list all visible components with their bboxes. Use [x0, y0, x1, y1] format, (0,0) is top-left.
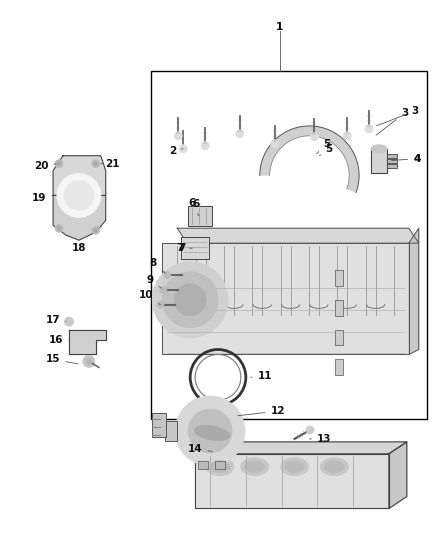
- Text: 6: 6: [188, 198, 199, 216]
- Bar: [335, 300, 343, 316]
- Text: 15: 15: [46, 354, 78, 365]
- Text: 3: 3: [377, 106, 418, 126]
- Text: 10: 10: [139, 290, 160, 305]
- Text: 7: 7: [177, 243, 192, 253]
- Text: 11: 11: [251, 372, 272, 381]
- Circle shape: [92, 160, 100, 168]
- Polygon shape: [53, 156, 106, 196]
- Polygon shape: [162, 243, 409, 354]
- Circle shape: [164, 271, 171, 278]
- Circle shape: [311, 133, 318, 141]
- Text: 1: 1: [276, 21, 283, 31]
- Bar: [181, 237, 209, 259]
- Circle shape: [162, 272, 218, 328]
- Ellipse shape: [371, 145, 387, 153]
- Ellipse shape: [194, 425, 230, 440]
- Circle shape: [57, 161, 61, 166]
- Text: 3: 3: [376, 108, 409, 135]
- Bar: [198, 461, 208, 469]
- Circle shape: [94, 161, 98, 166]
- Text: 9: 9: [147, 275, 161, 288]
- Circle shape: [92, 226, 100, 234]
- Text: 12: 12: [238, 406, 285, 416]
- Text: 21: 21: [101, 159, 120, 168]
- Circle shape: [57, 174, 101, 217]
- Text: 17: 17: [46, 314, 66, 325]
- Circle shape: [55, 224, 63, 232]
- Ellipse shape: [245, 461, 265, 473]
- Bar: [335, 270, 343, 286]
- Circle shape: [55, 160, 63, 168]
- Circle shape: [271, 140, 279, 148]
- Text: 18: 18: [72, 240, 86, 253]
- Ellipse shape: [241, 458, 268, 475]
- Text: 20: 20: [34, 160, 56, 171]
- Text: 19: 19: [32, 193, 53, 204]
- Text: 14: 14: [188, 444, 212, 454]
- Text: 8: 8: [150, 258, 165, 273]
- Text: 5: 5: [319, 144, 333, 156]
- Circle shape: [152, 262, 228, 337]
- Bar: [371, 149, 387, 173]
- Bar: [335, 329, 343, 345]
- Bar: [387, 164, 397, 168]
- Circle shape: [201, 142, 209, 150]
- Text: 2: 2: [169, 146, 183, 156]
- Text: 4: 4: [413, 154, 420, 164]
- Bar: [165, 421, 177, 441]
- Text: 7: 7: [179, 243, 186, 253]
- Bar: [215, 461, 225, 469]
- Bar: [387, 154, 397, 158]
- Bar: [152, 71, 427, 419]
- Polygon shape: [53, 196, 106, 240]
- Circle shape: [86, 358, 92, 365]
- Text: 4: 4: [392, 154, 420, 164]
- Polygon shape: [195, 454, 389, 508]
- Polygon shape: [195, 442, 407, 454]
- Circle shape: [157, 301, 164, 308]
- Bar: [387, 159, 397, 163]
- Circle shape: [64, 181, 94, 211]
- Ellipse shape: [285, 461, 304, 473]
- Circle shape: [94, 228, 98, 232]
- Text: 13: 13: [309, 434, 332, 444]
- Circle shape: [343, 132, 351, 140]
- Polygon shape: [69, 329, 106, 354]
- Text: 5: 5: [316, 139, 331, 154]
- Circle shape: [175, 396, 245, 466]
- Circle shape: [83, 356, 95, 367]
- Bar: [152, 413, 166, 437]
- Circle shape: [179, 145, 187, 153]
- Text: 6: 6: [193, 199, 200, 209]
- Polygon shape: [389, 442, 407, 508]
- Polygon shape: [409, 228, 419, 354]
- Ellipse shape: [210, 461, 230, 473]
- Circle shape: [188, 409, 232, 453]
- Text: 16: 16: [49, 335, 69, 344]
- Circle shape: [174, 132, 182, 140]
- Ellipse shape: [324, 461, 344, 473]
- Circle shape: [306, 426, 314, 434]
- Bar: [335, 359, 343, 375]
- Polygon shape: [260, 126, 359, 192]
- Ellipse shape: [206, 458, 234, 475]
- Circle shape: [64, 317, 74, 326]
- Ellipse shape: [281, 458, 308, 475]
- Circle shape: [160, 286, 167, 293]
- Circle shape: [57, 226, 61, 230]
- Circle shape: [236, 130, 244, 138]
- Bar: [188, 206, 212, 226]
- Ellipse shape: [320, 458, 348, 475]
- Circle shape: [174, 284, 206, 316]
- Circle shape: [365, 125, 373, 133]
- Polygon shape: [177, 228, 419, 243]
